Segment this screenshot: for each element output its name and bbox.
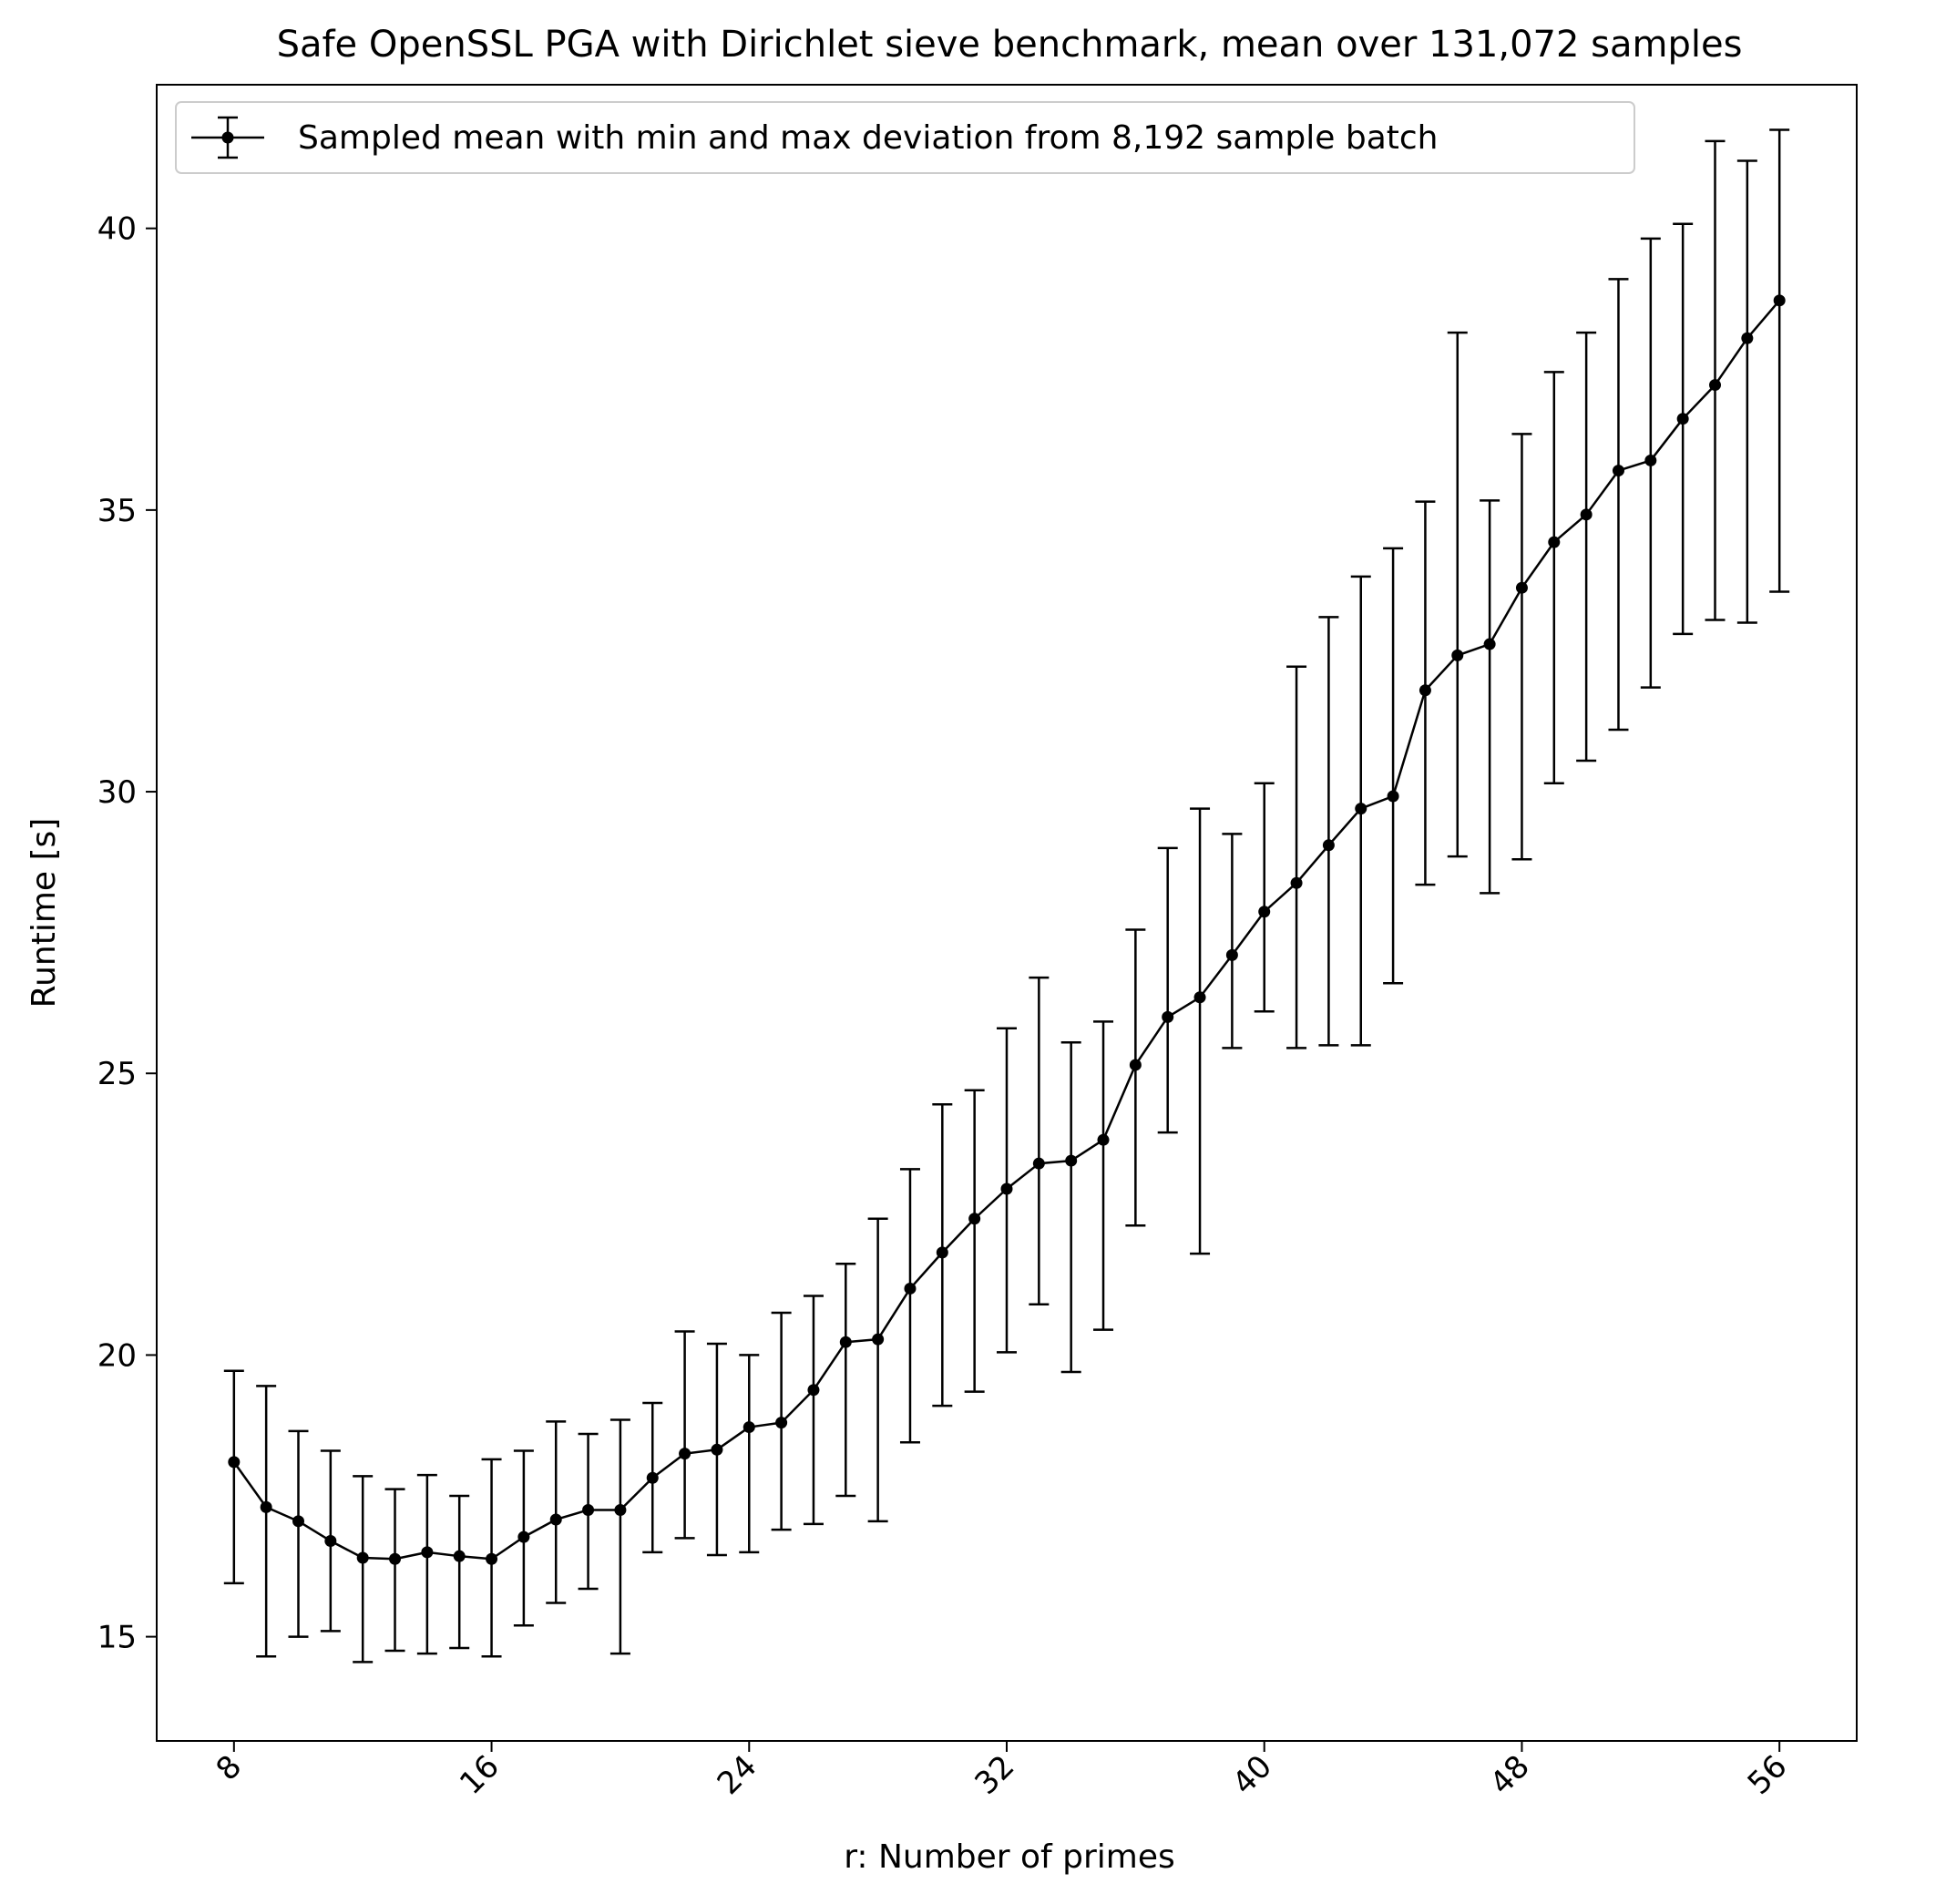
data-point: [549, 1513, 562, 1526]
data-point: [1515, 581, 1528, 594]
y-tick-label: 40: [97, 211, 137, 248]
data-point: [839, 1336, 852, 1348]
data-point: [324, 1534, 337, 1547]
data-point: [1741, 332, 1754, 344]
legend-marker-point: [221, 131, 234, 144]
data-point: [453, 1550, 466, 1562]
x-tick-label: 56: [1741, 1748, 1795, 1802]
data-point: [1355, 803, 1367, 815]
x-axis: 8 16 24 32 40 48 56: [210, 1741, 1795, 1802]
x-tick-label: 32: [968, 1748, 1021, 1802]
data-point: [775, 1417, 788, 1429]
data-point: [1290, 876, 1303, 889]
data-point: [872, 1333, 885, 1346]
data-point: [1000, 1182, 1013, 1195]
data-point: [1065, 1154, 1078, 1167]
x-tick-label: 16: [453, 1748, 507, 1802]
data-point: [968, 1213, 981, 1225]
data-point: [1612, 465, 1624, 477]
legend: Sampled mean with min and max deviation …: [175, 101, 1635, 174]
data-point: [743, 1421, 755, 1434]
data-point: [1032, 1157, 1045, 1170]
series-line: [232, 300, 1781, 1561]
data-point: [1162, 1010, 1174, 1023]
y-tick-label: 30: [97, 774, 137, 811]
data-point: [904, 1282, 917, 1295]
x-tick-label: 24: [711, 1748, 764, 1802]
y-tick-label: 15: [97, 1620, 137, 1656]
data-point: [260, 1500, 272, 1513]
y-tick-label: 25: [97, 1056, 137, 1092]
data-point: [1419, 684, 1431, 697]
data-point: [646, 1471, 659, 1484]
legend-frame: [175, 101, 1635, 174]
data-point: [1225, 948, 1238, 961]
y-axis: 15 20 25 30 35 40: [97, 211, 157, 1656]
data-point: [389, 1552, 402, 1565]
data-point: [1676, 413, 1689, 425]
x-axis-label: r: Number of primes: [844, 1838, 1175, 1876]
data-point: [936, 1246, 948, 1259]
data-point: [582, 1503, 595, 1516]
chart-title: Safe OpenSSL PGA with Dirichlet sieve be…: [277, 24, 1743, 66]
y-tick-label: 20: [97, 1337, 137, 1374]
data-point: [1097, 1133, 1110, 1146]
data-point: [356, 1551, 369, 1564]
data-point: [1322, 839, 1335, 852]
data-point: [228, 1456, 241, 1469]
data-point: [1644, 454, 1657, 466]
data-point: [1483, 638, 1496, 650]
data-point: [517, 1530, 530, 1543]
data-point: [1548, 536, 1561, 548]
data-point: [711, 1443, 723, 1456]
data-point: [292, 1515, 304, 1528]
data-point: [486, 1552, 498, 1565]
x-tick-label: 48: [1483, 1748, 1537, 1802]
data-point: [1258, 906, 1271, 918]
y-tick-label: 35: [97, 493, 137, 529]
data-point: [1193, 991, 1206, 1004]
data-point: [1129, 1059, 1142, 1071]
plot-area: [156, 84, 1858, 1742]
data-point: [1709, 379, 1721, 392]
data-point: [1451, 649, 1464, 661]
error-bars: [223, 128, 1790, 1663]
data-point: [614, 1503, 627, 1516]
series: [232, 300, 1781, 1561]
x-tick-label: 8: [210, 1748, 250, 1788]
data-point: [1580, 508, 1593, 521]
data-point: [421, 1546, 434, 1559]
data-point: [679, 1448, 691, 1460]
y-axis-label: Runtime [s]: [26, 818, 63, 1008]
data-points: [228, 294, 1786, 1565]
data-point: [807, 1384, 820, 1397]
data-point: [1773, 294, 1786, 307]
data-point: [1387, 790, 1399, 803]
legend-label: Sampled mean with min and max deviation …: [298, 119, 1438, 157]
x-tick-label: 40: [1225, 1748, 1279, 1802]
